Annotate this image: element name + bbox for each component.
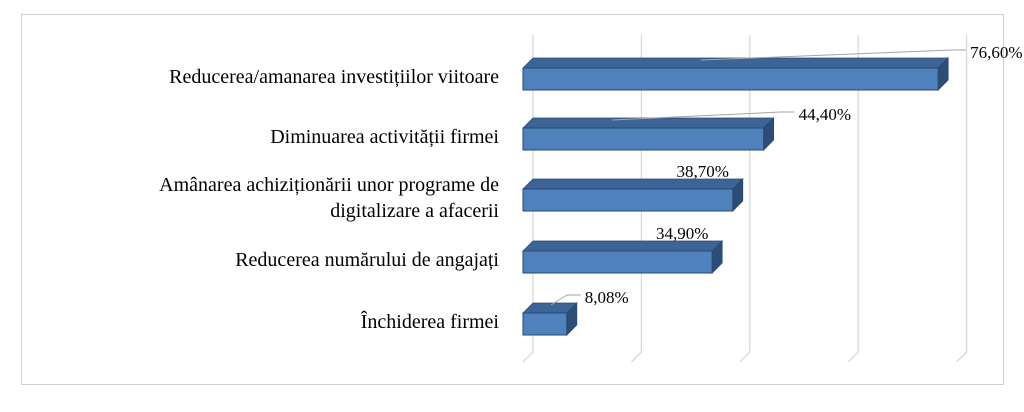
category-label: Închiderea firmei	[361, 310, 500, 333]
data-label-leader	[700, 49, 967, 61]
category-label: Reducerea numărului de angajați	[235, 249, 499, 271]
bar	[522, 240, 724, 274]
bar	[522, 57, 950, 91]
data-label-leader	[550, 294, 581, 306]
gridline-floor	[847, 351, 859, 363]
bar-front-face	[522, 67, 939, 91]
bar	[522, 302, 578, 336]
gridline-floor	[522, 351, 534, 363]
gridline-floor	[739, 351, 751, 363]
bar-front-face	[522, 127, 765, 151]
data-label: 76,60%	[970, 43, 1022, 62]
bar	[522, 178, 744, 212]
data-label: 38,70%	[677, 162, 729, 181]
category-label: Diminuarea activității firmei	[270, 126, 499, 148]
bar-top-face	[522, 57, 950, 69]
data-label: 44,40%	[799, 105, 851, 124]
bars	[522, 57, 950, 336]
category-label: digitalizare a afacerii	[330, 200, 499, 222]
bar	[522, 117, 775, 151]
gridline-floor	[630, 351, 642, 363]
bar-front-face	[522, 188, 734, 212]
gridline-floor	[956, 351, 968, 363]
data-label-leader	[611, 111, 795, 121]
category-labels: Reducerea/amanarea investițiilor viitoar…	[159, 66, 499, 333]
bar-front-face	[522, 250, 713, 274]
bar-top-face	[522, 117, 775, 129]
data-label: 34,90%	[656, 224, 708, 243]
category-label: Amânarea achiziționării unor programe de	[159, 174, 499, 196]
category-label: Reducerea/amanarea investițiilor viitoar…	[169, 66, 499, 88]
data-label: 8,08%	[585, 288, 629, 307]
bar-front-face	[522, 312, 568, 336]
data-labels: 76,60% 44,40% 38,70% 34,90% 8,08%	[550, 43, 1023, 307]
